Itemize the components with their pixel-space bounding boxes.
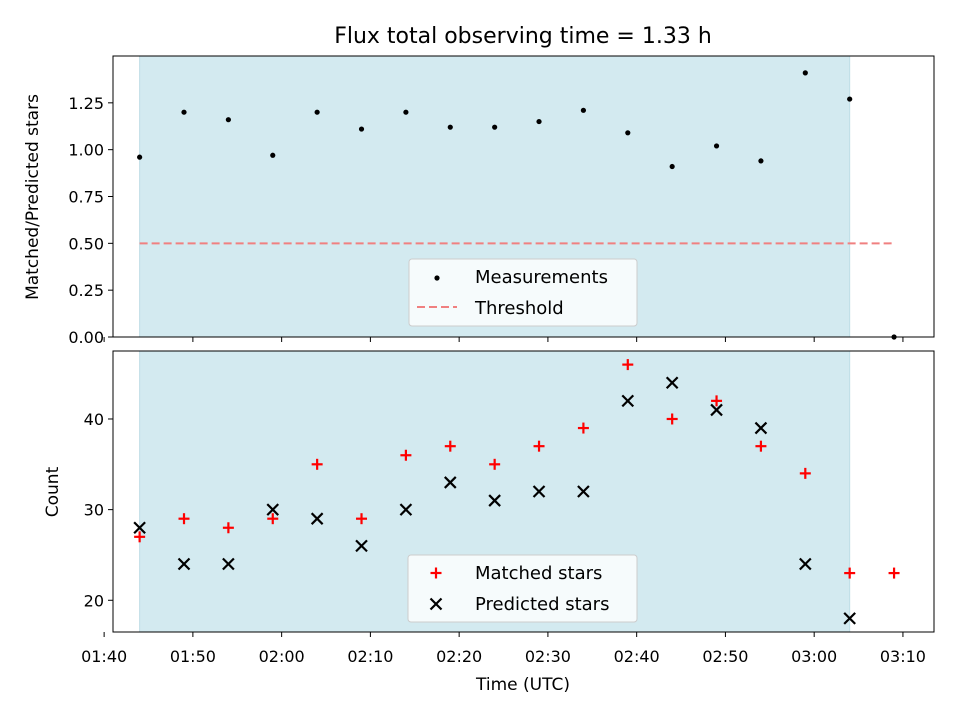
top-legend: Measurements Threshold bbox=[408, 258, 638, 327]
x-tick-label: 02:00 bbox=[259, 647, 305, 666]
x-tick-label: 02:30 bbox=[525, 647, 571, 666]
y-tick-label: 1.25 bbox=[68, 94, 104, 113]
y-tick-label: 30 bbox=[84, 501, 104, 520]
y-tick-label: 0.75 bbox=[68, 188, 104, 207]
predicted-star-point bbox=[443, 476, 457, 489]
x-axis-label: Time (UTC) bbox=[475, 675, 570, 695]
top-plot-marks bbox=[137, 70, 897, 340]
measurement-point bbox=[447, 124, 453, 130]
predicted-star-point bbox=[266, 503, 280, 516]
measurement-point bbox=[137, 154, 143, 160]
top-panel: 0.00 0.25 0.50 0.75 1.00 1.25 Flux total obse… bbox=[23, 24, 935, 347]
bottom-y-ticks: 20 30 40 bbox=[84, 410, 113, 610]
measurement-point bbox=[669, 163, 675, 170]
matched-star-point bbox=[533, 440, 545, 452]
x-tick-label: 03:10 bbox=[880, 647, 926, 666]
bottom-axes-frame bbox=[112, 350, 935, 633]
legend-matched-label: Matched stars bbox=[475, 563, 602, 584]
bottom-legend-box bbox=[407, 554, 638, 623]
measurement-point bbox=[625, 130, 631, 136]
y-tick-label: 1.00 bbox=[68, 141, 104, 160]
y-tick-label: 40 bbox=[84, 410, 104, 429]
predicted-star-point bbox=[222, 557, 235, 571]
matched-star-point bbox=[222, 522, 234, 534]
top-y-ticks: 0.00 0.25 0.50 0.75 1.00 1.25 bbox=[68, 94, 113, 347]
matched-star-point bbox=[888, 567, 900, 579]
x-tick-label: 01:50 bbox=[170, 647, 216, 666]
matched-star-point bbox=[444, 440, 456, 452]
top-x-ticks bbox=[103, 337, 904, 342]
measurement-point bbox=[758, 158, 764, 164]
chart-title: Flux total observing time = 1.33 h bbox=[334, 24, 712, 49]
measurement-point bbox=[713, 143, 720, 149]
predicted-star-point bbox=[532, 485, 546, 498]
bottom-plot-marks bbox=[133, 359, 900, 625]
matched-star-point bbox=[799, 467, 811, 479]
y-tick-label: 0.50 bbox=[68, 234, 104, 253]
predicted-star-point bbox=[310, 512, 324, 525]
bottom-x-ticks: 01:40 01:50 02:00 02:10 02:20 02:30 02:40 02:50… bbox=[81, 632, 926, 666]
predicted-star-point bbox=[133, 521, 146, 535]
matched-star-point bbox=[622, 359, 634, 371]
predicted-star-point bbox=[577, 485, 590, 498]
measurement-point bbox=[358, 126, 365, 132]
predicted-star-point bbox=[177, 557, 191, 571]
matched-star-point bbox=[178, 513, 190, 525]
legend-plus-glyph bbox=[430, 567, 442, 579]
x-tick-label: 02:50 bbox=[702, 647, 748, 666]
x-tick-label: 01:40 bbox=[81, 647, 127, 666]
x-tick-label: 03:00 bbox=[791, 647, 837, 666]
predicted-star-point bbox=[799, 557, 812, 571]
matched-star-point bbox=[489, 458, 501, 470]
x-tick-label: 02:20 bbox=[436, 647, 482, 666]
bottom-y-axis-label: Count bbox=[43, 466, 63, 517]
predicted-star-point bbox=[399, 503, 413, 516]
measurement-point bbox=[536, 118, 542, 125]
measurement-point bbox=[225, 117, 231, 123]
matched-star-point bbox=[666, 413, 678, 425]
legend-measurements-marker bbox=[434, 275, 440, 281]
x-tick-label: 02:40 bbox=[614, 647, 660, 666]
top-legend-box bbox=[408, 258, 638, 327]
bottom-panel: 20 30 40 01:40 01:50 02:00 02:10 02:20 02:30 02:… bbox=[43, 350, 935, 695]
predicted-star-point bbox=[754, 421, 768, 435]
predicted-star-point bbox=[710, 403, 723, 417]
measurement-point bbox=[802, 70, 808, 76]
matched-star-point bbox=[844, 567, 856, 579]
measurement-point bbox=[270, 152, 276, 158]
y-tick-label: 0.25 bbox=[68, 281, 104, 300]
predicted-star-point bbox=[621, 394, 635, 408]
predicted-star-point bbox=[488, 494, 501, 507]
top-axes-frame bbox=[112, 55, 935, 338]
y-tick-label: 20 bbox=[84, 591, 104, 610]
matched-star-point bbox=[134, 531, 146, 543]
matched-star-point bbox=[577, 422, 589, 434]
matched-star-point bbox=[400, 449, 412, 461]
legend-measurements-label: Measurements bbox=[475, 267, 608, 288]
predicted-star-point bbox=[665, 376, 679, 390]
measurement-point bbox=[181, 109, 187, 115]
matched-star-point bbox=[267, 513, 279, 525]
predicted-star-point bbox=[355, 539, 368, 553]
matched-star-point bbox=[711, 395, 723, 407]
x-tick-label: 02:10 bbox=[347, 647, 393, 666]
measurement-point bbox=[403, 109, 409, 115]
measurement-point bbox=[580, 107, 587, 113]
legend-threshold-label: Threshold bbox=[474, 298, 564, 319]
legend-matched-marker bbox=[430, 567, 442, 579]
legend-predicted-marker bbox=[429, 597, 443, 611]
top-y-axis-label: Matched/Predicted stars bbox=[23, 94, 43, 300]
legend-predicted-label: Predicted stars bbox=[475, 594, 609, 615]
measurement-point bbox=[314, 109, 320, 115]
measurement-point bbox=[492, 124, 498, 130]
matched-star-point bbox=[755, 440, 767, 452]
matched-star-point bbox=[356, 513, 368, 525]
matched-star-point bbox=[311, 458, 323, 470]
legend-x-glyph bbox=[429, 597, 443, 611]
y-tick-label: 0.00 bbox=[68, 328, 104, 347]
measurement-point bbox=[847, 96, 853, 102]
predicted-star-point bbox=[843, 612, 856, 625]
bottom-legend: Matched stars Predicted stars bbox=[407, 554, 638, 623]
